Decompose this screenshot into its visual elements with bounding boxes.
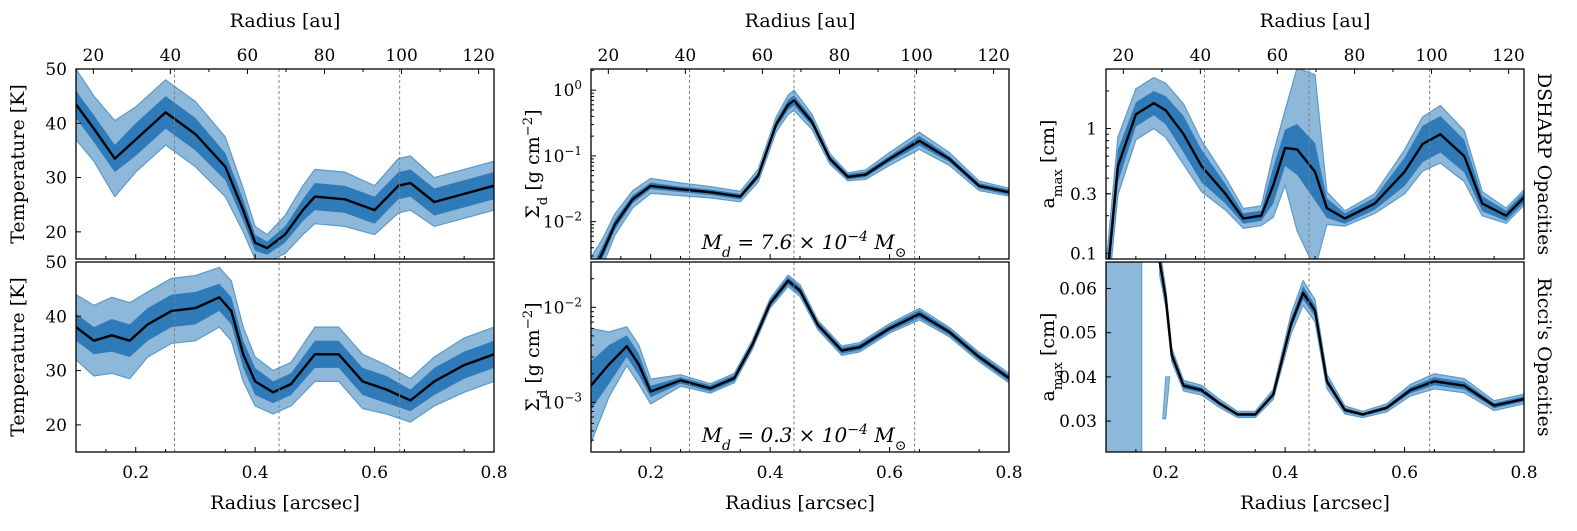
panel-amax-dsharp <box>1105 68 1525 260</box>
x-tick-label: 0.6 <box>361 463 388 483</box>
y-tick-label: 40 <box>45 114 67 134</box>
line-layer <box>76 99 1524 416</box>
band-spike-amax-ricci <box>1162 376 1171 420</box>
top-tick-label: 20 <box>83 46 105 66</box>
y-tick-label: 0.04 <box>1059 368 1097 388</box>
bands-temp-dsharp <box>76 69 494 259</box>
y-tick-label: 1 <box>1086 120 1097 140</box>
disk-mass-annotation: Md = 7.6 × 10−4 M⊙ <box>701 229 907 261</box>
band-inner-temp-ricci <box>76 283 494 412</box>
top-tick-label: 120 <box>1492 46 1524 66</box>
top-tick-label: 120 <box>977 46 1009 66</box>
panel-temp-dsharp <box>75 68 495 260</box>
y-tick-label: 20 <box>45 223 67 243</box>
panel-temp-ricci <box>75 261 495 453</box>
y-tick-label: 100 <box>553 78 582 101</box>
top-tick-label: 120 <box>462 46 494 66</box>
bands-amax-dsharp <box>1106 69 1524 259</box>
top-tick-label: 80 <box>829 46 851 66</box>
disk-mass-annotation: Md = 0.3 × 10−4 M⊙ <box>701 422 907 454</box>
median-line-temp-dsharp <box>76 103 494 250</box>
top-tick-label: 20 <box>598 46 620 66</box>
median-line-sigma-dsharp <box>597 99 1009 259</box>
x-tick-label: 0.8 <box>995 463 1022 483</box>
y-axis-label: amax [cm] <box>1037 120 1066 209</box>
band-outer-sigma-ricci <box>591 274 1009 444</box>
y-tick-label: 0.06 <box>1059 280 1097 300</box>
bands-temp-ricci <box>76 266 494 423</box>
y-tick-label: 10−3 <box>543 390 582 413</box>
band-inner-amax-ricci <box>1159 262 1524 417</box>
top-axis-label: Radius [au] <box>745 10 856 32</box>
panel-sigma-dsharp <box>590 68 1010 260</box>
y-tick-label: 0.05 <box>1059 324 1097 344</box>
x-tick-label: 0.4 <box>242 463 269 483</box>
top-tick-label: 40 <box>1190 46 1212 66</box>
x-tick-label: 0.8 <box>1510 463 1537 483</box>
panel-sigma-ricci <box>590 261 1010 453</box>
x-axis-label: Radius [arcsec] <box>210 492 360 514</box>
top-tick-label: 100 <box>385 46 417 66</box>
top-tick-label: 100 <box>1415 46 1447 66</box>
band-layer <box>76 69 1524 452</box>
median-line-amax-dsharp <box>1107 101 1524 259</box>
y-tick-label: 0.3 <box>1070 185 1097 205</box>
y-axis-label: amax [cm] <box>1037 313 1066 402</box>
axes-frame <box>1105 261 1525 453</box>
y-tick-label: 40 <box>45 307 67 327</box>
top-tick-label: 80 <box>314 46 336 66</box>
y-tick-label: 30 <box>45 169 67 189</box>
y-tick-label: 10−2 <box>543 210 582 233</box>
top-tick-label: 60 <box>1267 46 1289 66</box>
x-axis-label: Radius [arcsec] <box>1240 492 1390 514</box>
y-axis-label: Temperature [K] <box>7 277 29 437</box>
band-outer-sigma-dsharp <box>591 89 1009 259</box>
x-tick-label: 0.4 <box>757 463 784 483</box>
top-tick-label: 100 <box>900 46 932 66</box>
top-axis-label: Radius [au] <box>1260 10 1371 32</box>
top-tick-label: 80 <box>1344 46 1366 66</box>
y-tick-label: 10−2 <box>543 295 582 318</box>
x-tick-label: 0.8 <box>480 463 507 483</box>
bands-sigma-ricci <box>591 274 1009 444</box>
y-tick-label: 10−1 <box>543 144 582 167</box>
y-axis-label: Temperature [K] <box>7 84 29 244</box>
y-tick-label: 50 <box>45 253 67 273</box>
top-tick-label: 20 <box>1113 46 1135 66</box>
x-tick-label: 0.6 <box>876 463 903 483</box>
row-label: Ricci's Opacities <box>1533 277 1555 436</box>
band-inner-sigma-dsharp <box>595 95 1009 259</box>
x-tick-label: 0.2 <box>122 463 149 483</box>
y-tick-label: 0.1 <box>1070 244 1097 264</box>
y-tick-label: 50 <box>45 60 67 80</box>
bands-amax-ricci <box>1106 262 1524 452</box>
y-tick-label: 20 <box>45 416 67 436</box>
x-tick-label: 0.4 <box>1272 463 1299 483</box>
top-tick-label: 60 <box>237 46 259 66</box>
top-tick-label: 40 <box>675 46 697 66</box>
median-line-amax-ricci <box>1158 262 1524 416</box>
axes-layer <box>75 68 1525 453</box>
x-axis-label: Radius [arcsec] <box>725 492 875 514</box>
y-axis-label: Σd [g cm−2] <box>521 302 551 411</box>
top-tick-label: 40 <box>160 46 182 66</box>
panel-amax-ricci <box>1105 261 1525 453</box>
y-tick-label: 30 <box>45 362 67 382</box>
y-tick-label: 0.03 <box>1059 412 1097 432</box>
median-line-temp-ricci <box>76 296 494 402</box>
y-axis-label: Σd [g cm−2] <box>521 109 551 218</box>
x-tick-label: 0.6 <box>1391 463 1418 483</box>
band-inner-temp-dsharp <box>76 90 494 255</box>
bands-sigma-dsharp <box>591 89 1009 259</box>
median-line-sigma-ricci <box>591 279 1009 393</box>
top-axis-label: Radius [au] <box>230 10 341 32</box>
x-tick-label: 0.2 <box>1152 463 1179 483</box>
row-label: DSHARP Opacities <box>1533 73 1555 255</box>
band-extra-amax-ricci <box>1106 262 1143 452</box>
x-tick-label: 0.2 <box>637 463 664 483</box>
top-tick-label: 60 <box>752 46 774 66</box>
